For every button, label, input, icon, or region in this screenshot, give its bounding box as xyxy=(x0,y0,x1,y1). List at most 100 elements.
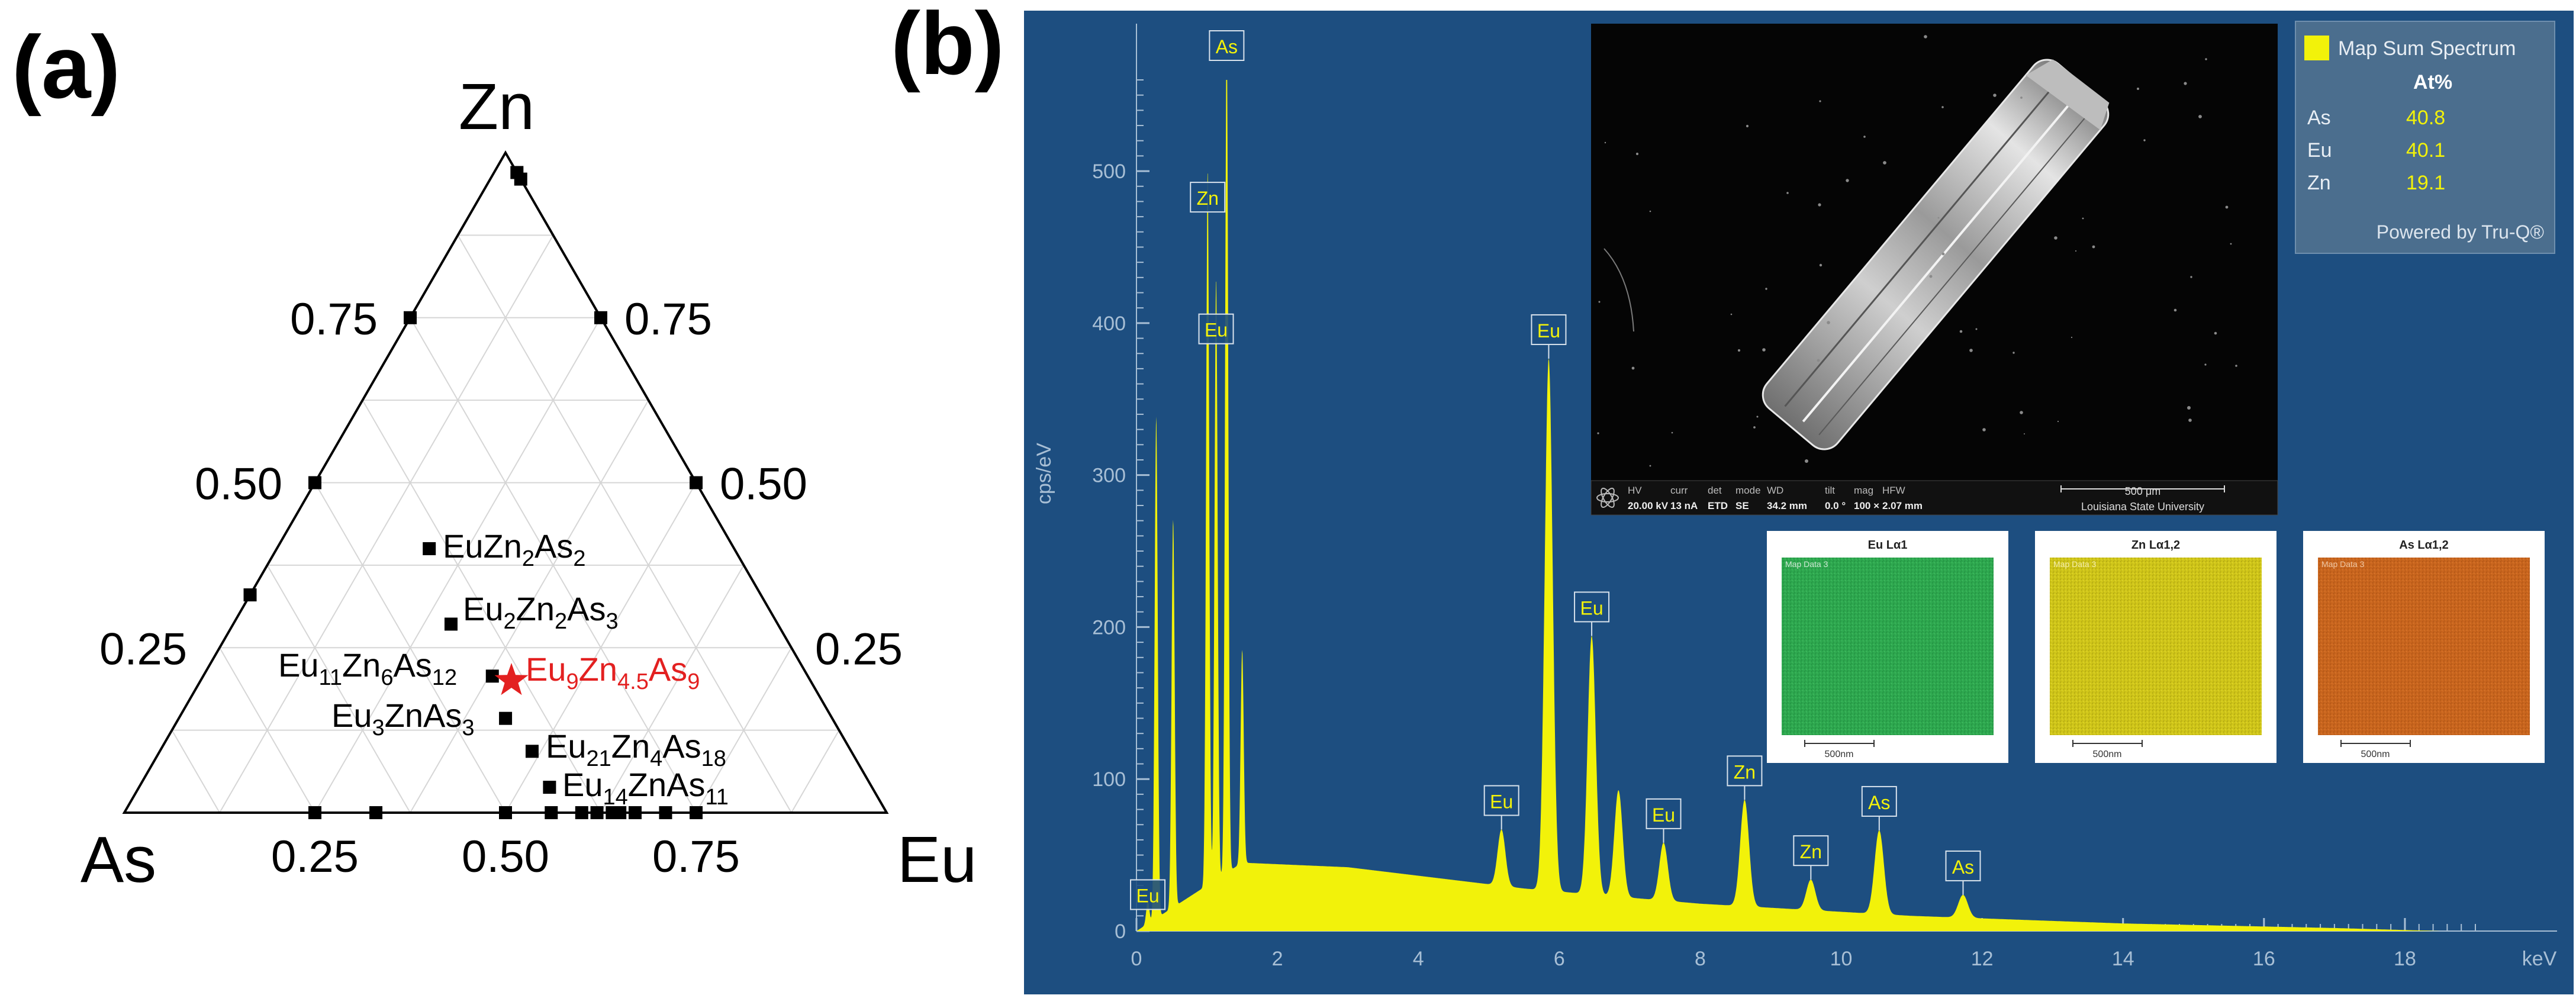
ternary-points xyxy=(243,166,703,819)
data-point xyxy=(404,311,417,324)
sem-param-value: ETD xyxy=(1708,500,1728,511)
x-axis-label: keV xyxy=(2522,948,2557,970)
map-tag: Map Data 3 xyxy=(1785,559,1828,569)
sem-param-label: tilt xyxy=(1825,485,1835,496)
x-tick-label: 2 xyxy=(1272,948,1283,970)
data-point xyxy=(369,806,383,819)
eds-panel: (b) 0 100 200 300 400 500 0 2 4 6 8 10 12 14 16 18 keV cp… xyxy=(891,0,2574,994)
vertex-label-zn: Zn xyxy=(459,70,534,143)
svg-text:Eu: Eu xyxy=(1537,320,1560,342)
sem-param-label: det xyxy=(1708,485,1722,496)
data-point xyxy=(514,172,527,186)
y-tick-label: 500 xyxy=(1092,160,1126,183)
data-point xyxy=(243,588,257,602)
formula-label: Eu11Zn6As12 xyxy=(278,646,457,690)
peak-label: As xyxy=(1945,850,1981,895)
sem-param-value: 20.00 kV xyxy=(1628,500,1669,511)
peak-label: Zn xyxy=(1190,182,1226,213)
y-tick-label: 300 xyxy=(1092,465,1126,487)
grid-line xyxy=(410,400,649,813)
peak-label: Eu xyxy=(1531,314,1567,359)
formula-label: Eu21Zn4As18 xyxy=(546,727,726,771)
x-tick-label: 8 xyxy=(1695,948,1706,970)
legend-element-zn: Zn xyxy=(2307,172,2331,194)
peak-label: As xyxy=(1209,30,1245,61)
data-point xyxy=(690,806,703,819)
legend-footer: Powered by Tru-Q® xyxy=(2377,221,2545,243)
x-tick-label: 4 xyxy=(1413,948,1424,970)
legend-value-zn: 19.1 xyxy=(2406,172,2445,194)
svg-text:Eu: Eu xyxy=(1652,804,1675,826)
tick-label: 0.75 xyxy=(652,832,740,882)
peak-label: As xyxy=(1861,785,1897,830)
map-image xyxy=(2318,558,2530,735)
y-tick-label: 200 xyxy=(1092,616,1126,639)
sem-param-value: 34.2 mm xyxy=(1767,500,1807,511)
map-scale-label: 500nm xyxy=(2093,749,2122,759)
svg-text:Zn: Zn xyxy=(1734,761,1756,782)
ternary-tick-labels: 0.25 0.50 0.75 0.25 0.50 0.75 0.75 0.50 0.25 xyxy=(99,294,903,882)
data-point xyxy=(499,711,513,725)
formula-label: Eu3ZnAs3 xyxy=(331,697,474,740)
tick-label: 0.75 xyxy=(624,294,712,344)
map-image xyxy=(2050,558,2262,735)
x-tick-label: 0 xyxy=(1131,948,1142,970)
legend-swatch xyxy=(2304,36,2329,60)
legend-box xyxy=(2295,21,2555,254)
sem-param-value: 2.07 mm xyxy=(1882,500,1923,511)
data-point xyxy=(308,806,321,819)
map-tag: Map Data 3 xyxy=(2053,559,2097,569)
svg-text:Eu: Eu xyxy=(1490,791,1513,812)
grid-line xyxy=(791,730,840,813)
data-point xyxy=(485,669,499,683)
svg-text:Eu: Eu xyxy=(1205,320,1228,341)
grid-line xyxy=(314,482,506,813)
sem-particles xyxy=(1597,35,2237,467)
sem-param-label: WD xyxy=(1767,485,1783,496)
y-axis-label: cps/eV xyxy=(1033,443,1055,504)
sem-param-value: 0.0 ° xyxy=(1825,500,1846,511)
grid-line xyxy=(600,565,745,813)
formula-label: Eu14ZnAs11 xyxy=(562,766,729,810)
sem-crystal xyxy=(1762,59,2110,450)
panel-a-label: (a) xyxy=(12,17,120,117)
peak-label: Zn xyxy=(1793,835,1829,880)
sem-info-bar xyxy=(1590,480,2278,516)
data-point xyxy=(613,806,627,819)
x-tick-label: 12 xyxy=(1971,948,1994,970)
data-point xyxy=(423,542,436,555)
sem-param-value: 100 × xyxy=(1854,500,1879,511)
peak-labels: Eu Zn Eu As Eu Eu Eu Eu Zn Zn As As xyxy=(1130,30,1981,910)
x-tick-label: 16 xyxy=(2253,948,2275,970)
element-map-zn: Zn Lα1,2 Map Data 3 500nm xyxy=(2035,531,2276,763)
sem-param-label: HV xyxy=(1628,485,1642,496)
tick-label: 0.50 xyxy=(195,459,282,510)
data-point xyxy=(659,806,672,819)
svg-text:Eu: Eu xyxy=(1136,885,1159,906)
legend-value-eu: 40.1 xyxy=(2406,139,2445,162)
data-point xyxy=(499,806,512,819)
ternary-vertex-labels: Zn As Eu xyxy=(80,70,977,896)
data-point xyxy=(590,806,604,819)
map-scale-label: 500nm xyxy=(1825,749,1854,759)
highlight-star xyxy=(494,663,529,695)
peak-label: Eu xyxy=(1574,591,1610,636)
grid-line xyxy=(266,565,411,813)
data-point xyxy=(525,745,539,758)
svg-text:As: As xyxy=(1952,856,1974,878)
data-point xyxy=(308,476,321,489)
legend-element-as: As xyxy=(2307,107,2331,129)
y-tick-label: 100 xyxy=(1092,768,1126,791)
data-point xyxy=(690,476,703,489)
sem-param-label: HFW xyxy=(1882,485,1905,496)
tick-label: 0.50 xyxy=(462,832,549,882)
svg-text:Zn: Zn xyxy=(1800,841,1822,862)
sem-param-label: mag xyxy=(1854,485,1873,496)
svg-text:As: As xyxy=(1216,36,1238,57)
grid-line xyxy=(362,400,601,813)
logo-icon xyxy=(1596,488,1619,508)
tick-label: 0.75 xyxy=(290,294,378,344)
